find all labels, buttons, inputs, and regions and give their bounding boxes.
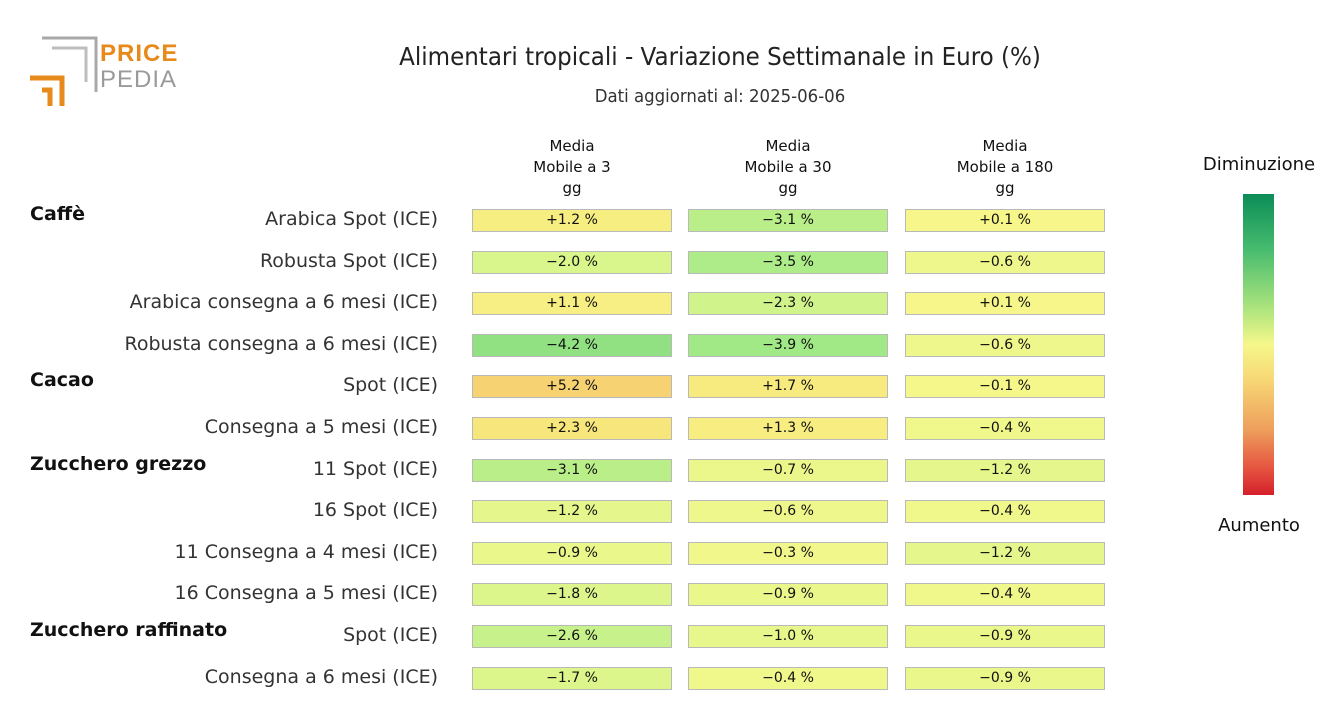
heatmap-cell: +1.2 % (472, 209, 672, 232)
heatmap-cell: +5.2 % (472, 375, 672, 399)
heatmap-cell: +1.7 % (688, 375, 888, 399)
chart-title: Alimentari tropicali - Variazione Settim… (399, 42, 1041, 71)
logo-wordmark-price: PRICE (100, 40, 179, 67)
heatmap-cell: −0.9 % (472, 541, 672, 565)
chart-subtitle: Dati aggiornati al: 2025-06-06 (594, 86, 846, 107)
group-label: Zucchero grezzo (30, 452, 207, 475)
legend-colorbar (1243, 194, 1274, 495)
heatmap-cell: +0.1 % (905, 209, 1105, 232)
heatmap-cell: −0.6 % (905, 250, 1105, 274)
heatmap-cell: −2.3 % (688, 292, 888, 316)
heatmap-cell: −1.8 % (472, 583, 672, 607)
heatmap-cell: −1.2 % (905, 541, 1105, 565)
heatmap-cell: −0.7 % (688, 458, 888, 482)
group-label: Caffè (30, 203, 86, 225)
column-header: Media Mobile a 180 gg (956, 137, 1054, 197)
column-header: Media Mobile a 3 gg (533, 137, 611, 197)
column-header: Media Mobile a 30 gg (744, 137, 832, 197)
heatmap-cell: +0.1 % (905, 292, 1105, 316)
heatmap-cell: −1.2 % (472, 500, 672, 524)
heatmap-cell: −1.2 % (905, 458, 1105, 482)
pricepedia-logo: PRICE PEDIA (28, 36, 198, 112)
heatmap-cell: −4.2 % (472, 333, 672, 357)
row-label: Consegna a 5 mesi (ICE) (204, 416, 438, 438)
logo-wordmark-pedia: PEDIA (100, 66, 178, 93)
heatmap-cell: +1.1 % (472, 292, 672, 316)
heatmap-cell: −0.9 % (905, 666, 1105, 690)
heatmap-cell: −0.4 % (905, 500, 1105, 524)
heatmap-cell: −0.3 % (688, 541, 888, 565)
row-label: Consegna a 6 mesi (ICE) (204, 665, 438, 688)
heatmap-cell: −3.1 % (472, 458, 672, 482)
heatmap-cell: −3.9 % (688, 333, 888, 357)
heatmap-cell: −3.1 % (688, 209, 888, 232)
row-label: 11 Consegna a 4 mesi (ICE) (174, 540, 438, 563)
row-label: 16 Consegna a 5 mesi (ICE) (174, 582, 438, 605)
row-label: Spot (ICE) (343, 624, 438, 646)
legend-top-label: Diminuzione (1202, 154, 1316, 175)
heatmap-cell: +1.3 % (688, 417, 888, 440)
heatmap-cell: −0.9 % (688, 583, 888, 607)
heatmap-cell: −0.1 % (905, 375, 1105, 399)
row-label: Robusta Spot (ICE) (259, 249, 438, 272)
heatmap-cell: −0.9 % (905, 625, 1105, 648)
heatmap-cell: −1.7 % (472, 666, 672, 690)
heatmap-cell: −0.6 % (905, 333, 1105, 357)
heatmap-cell: −0.4 % (905, 417, 1105, 440)
group-label: Zucchero raffinato (30, 619, 228, 641)
heatmap-cell: −2.0 % (472, 250, 672, 274)
row-label: 11 Spot (ICE) (312, 457, 438, 480)
heatmap-cell: −2.6 % (472, 625, 672, 648)
group-label: Cacao (30, 369, 94, 392)
row-label: Arabica Spot (ICE) (265, 208, 438, 230)
heatmap-cell: +2.3 % (472, 417, 672, 440)
heatmap-cell: −0.4 % (905, 583, 1105, 607)
heatmap-cell: −3.5 % (688, 250, 888, 274)
row-label: Spot (ICE) (343, 374, 438, 397)
legend-bottom-label: Aumento (1218, 515, 1300, 536)
row-label: Arabica consegna a 6 mesi (ICE) (129, 291, 438, 314)
heatmap-cell: −0.4 % (688, 666, 888, 690)
heatmap-cell: −0.6 % (688, 500, 888, 524)
heatmap-cell: −1.0 % (688, 625, 888, 648)
row-label: Robusta consegna a 6 mesi (ICE) (124, 332, 438, 355)
logo-mark (30, 36, 98, 106)
row-label: 16 Spot (ICE) (312, 499, 438, 522)
